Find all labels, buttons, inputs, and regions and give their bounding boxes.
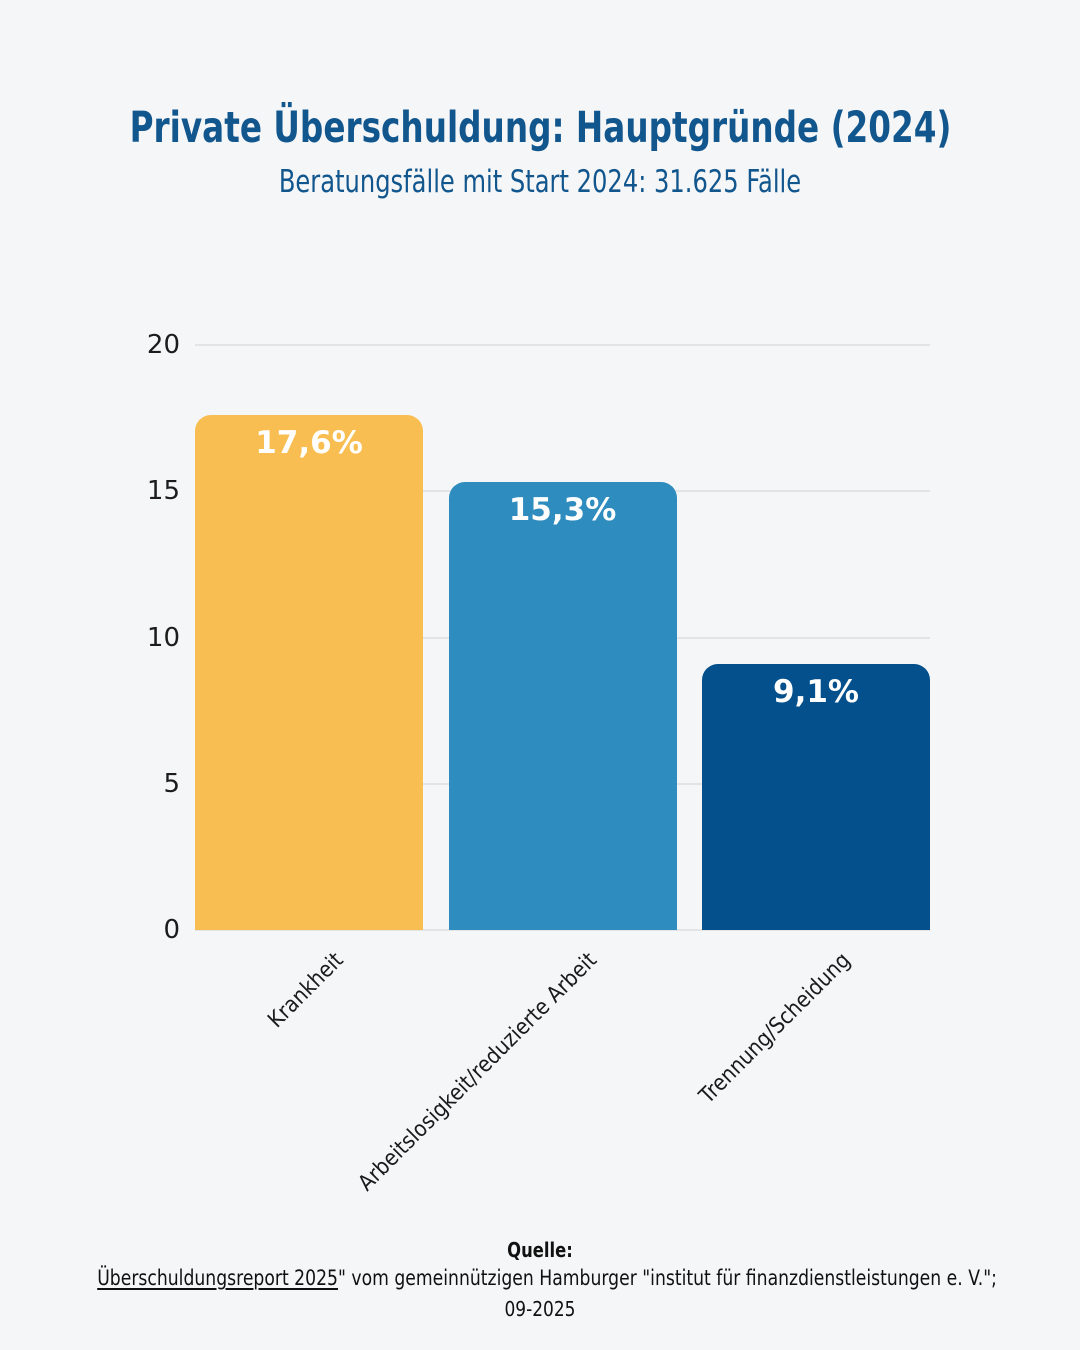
page-title: Private Überschuldung: Hauptgründe (2024… (129, 103, 952, 153)
y-axis-tick-label-20: 20 (146, 330, 180, 360)
x-axis-label-0: Krankheit (263, 948, 349, 1034)
y-axis-tick-label-0: 0 (163, 915, 180, 945)
bar-0: 17,6% (195, 415, 423, 930)
page-subtitle: Beratungsfälle mit Start 2024: 31.625 Fä… (278, 164, 802, 200)
bar-value-label-1: 15,3% (508, 492, 617, 529)
x-axis-label-2: Trennung/Scheidung (694, 948, 856, 1109)
source-link[interactable]: Überschuldungsreport 2025 (97, 1266, 339, 1290)
bar-value-label-2: 9,1% (773, 673, 859, 710)
source-text: " vom gemeinnützigen Hamburger "institut… (338, 1266, 997, 1290)
bar-value-label-0: 17,6% (255, 425, 363, 462)
y-axis-tick-label-10: 10 (146, 622, 180, 653)
bar-2: 9,1% (702, 663, 930, 930)
source-line: Überschuldungsreport 2025" vom gemeinnüt… (97, 1266, 997, 1290)
gridline-0 (195, 929, 930, 931)
y-axis-tick-label-15: 15 (146, 476, 180, 507)
source-label: Quelle: (507, 1238, 573, 1262)
bar-1: 15,3% (448, 482, 677, 930)
x-axis-label-1: Arbeitslosigkeit/reduzierte Arbeit (353, 948, 603, 1197)
gridline-20 (195, 344, 930, 346)
source-date: 09-2025 (504, 1297, 576, 1321)
y-axis-tick-label-5: 5 (163, 768, 180, 799)
